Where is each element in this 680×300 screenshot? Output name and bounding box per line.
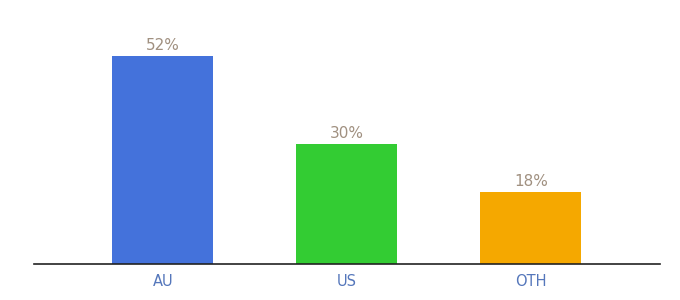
Text: 52%: 52% [146,38,180,53]
Bar [112,56,214,264]
Text: 18%: 18% [514,174,547,189]
Bar [296,144,397,264]
Bar [480,192,581,264]
Text: 30%: 30% [330,126,364,141]
